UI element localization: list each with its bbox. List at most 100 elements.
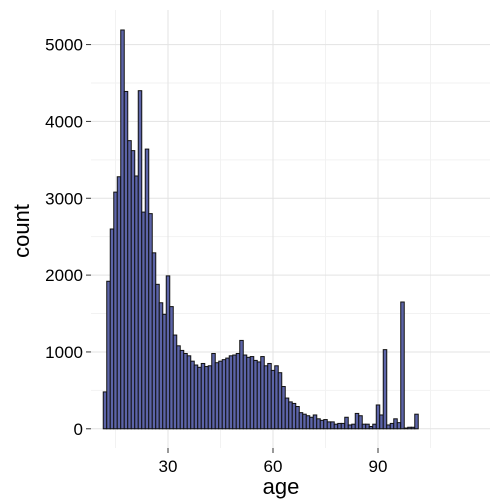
histogram-bar	[114, 192, 118, 429]
x-axis-title: age	[263, 474, 300, 499]
histogram-bar	[334, 424, 338, 429]
histogram-bar	[387, 425, 391, 429]
histogram-bar	[236, 353, 240, 428]
histogram-bar	[226, 358, 230, 429]
histogram-bar	[327, 422, 331, 429]
histogram-bar	[243, 355, 247, 429]
histogram-bar	[240, 340, 244, 428]
histogram-bar	[404, 428, 408, 429]
histogram-bar	[369, 426, 373, 428]
histogram-bar	[152, 253, 156, 429]
histogram-bar	[117, 177, 121, 429]
histogram-bar	[341, 423, 345, 428]
histogram-bar	[289, 402, 293, 429]
histogram-bar	[282, 387, 286, 429]
histogram-bar	[278, 373, 282, 429]
histogram-bar	[180, 350, 184, 428]
histogram-bar	[397, 423, 401, 429]
histogram-bar	[124, 91, 128, 428]
histogram-bar	[177, 346, 181, 429]
histogram-bar	[173, 335, 177, 429]
histogram-bar	[310, 417, 314, 429]
histogram-bar	[401, 302, 405, 429]
histogram-bar	[296, 407, 300, 429]
x-axis: 30 60 90	[159, 448, 388, 476]
histogram-bar	[320, 420, 324, 428]
histogram-bar	[247, 357, 251, 428]
histogram-bar	[159, 303, 163, 429]
histogram-bar	[338, 423, 342, 428]
histogram-bar	[264, 366, 268, 429]
y-axis-title: count	[9, 204, 34, 258]
histogram-bar	[166, 276, 170, 429]
histogram-bar	[205, 367, 209, 429]
histogram-bar	[250, 357, 254, 429]
histogram-bar	[170, 307, 174, 429]
histogram-bar	[345, 417, 349, 429]
histogram-bar	[110, 229, 114, 429]
histogram-bar	[212, 353, 216, 428]
y-tick-label: 1000	[45, 343, 83, 362]
histogram-bar	[383, 350, 387, 429]
histogram-bar	[145, 149, 149, 429]
x-tick-label: 30	[159, 457, 178, 476]
histogram-bar	[107, 281, 111, 429]
histogram-bar	[411, 427, 415, 429]
histogram-bar	[380, 415, 384, 429]
histogram-bar	[313, 415, 317, 429]
histogram-bar	[352, 424, 356, 429]
histogram-bar	[257, 362, 261, 429]
histogram-bar	[285, 398, 289, 429]
histogram-bar	[233, 355, 237, 429]
histogram-bar	[324, 420, 328, 429]
histogram-bars	[103, 30, 418, 429]
histogram-bar	[128, 141, 132, 429]
histogram-bar	[208, 366, 212, 429]
histogram-bar	[303, 414, 307, 429]
x-tick-label: 90	[369, 457, 388, 476]
histogram-bar	[254, 360, 258, 428]
histogram-bar	[376, 405, 380, 429]
histogram-bar	[390, 423, 394, 428]
histogram-bar	[292, 403, 296, 428]
histogram-bar	[222, 360, 226, 429]
histogram-bar	[121, 30, 125, 429]
histogram-bar	[261, 357, 265, 429]
histogram-bar	[306, 416, 310, 429]
histogram-bar	[348, 425, 352, 429]
histogram-bar	[149, 214, 153, 429]
histogram-bar	[355, 413, 359, 428]
y-axis: 0 1000 2000 3000 4000 5000	[45, 36, 91, 439]
histogram-bar	[394, 419, 398, 429]
histogram-bar	[415, 414, 419, 429]
histogram-bar	[317, 419, 321, 429]
histogram-bar	[201, 363, 205, 428]
histogram-bar	[359, 416, 363, 429]
histogram-bar	[187, 356, 191, 429]
y-tick-label: 0	[74, 420, 83, 439]
histogram-bar	[198, 367, 202, 428]
histogram-bar	[163, 314, 167, 428]
y-tick-label: 5000	[45, 36, 83, 55]
histogram-bar	[408, 427, 412, 429]
histogram-bar	[268, 363, 272, 428]
histogram-bar	[331, 422, 335, 429]
histogram-bar	[275, 366, 279, 429]
histogram-bar	[194, 365, 198, 429]
histogram-bar	[373, 424, 377, 429]
y-tick-label: 2000	[45, 266, 83, 285]
histogram-bar	[131, 151, 135, 429]
histogram-bar	[366, 424, 370, 429]
histogram-bar	[191, 361, 195, 429]
histogram-bar	[156, 284, 160, 428]
histogram-bar	[229, 356, 233, 429]
histogram-bar	[219, 361, 223, 429]
histogram-bar	[215, 363, 219, 429]
y-tick-label: 3000	[45, 189, 83, 208]
histogram-bar	[135, 176, 139, 429]
histogram-bar	[138, 91, 142, 429]
y-tick-label: 4000	[45, 112, 83, 131]
histogram-bar	[362, 424, 366, 429]
histogram-bar	[103, 392, 107, 429]
